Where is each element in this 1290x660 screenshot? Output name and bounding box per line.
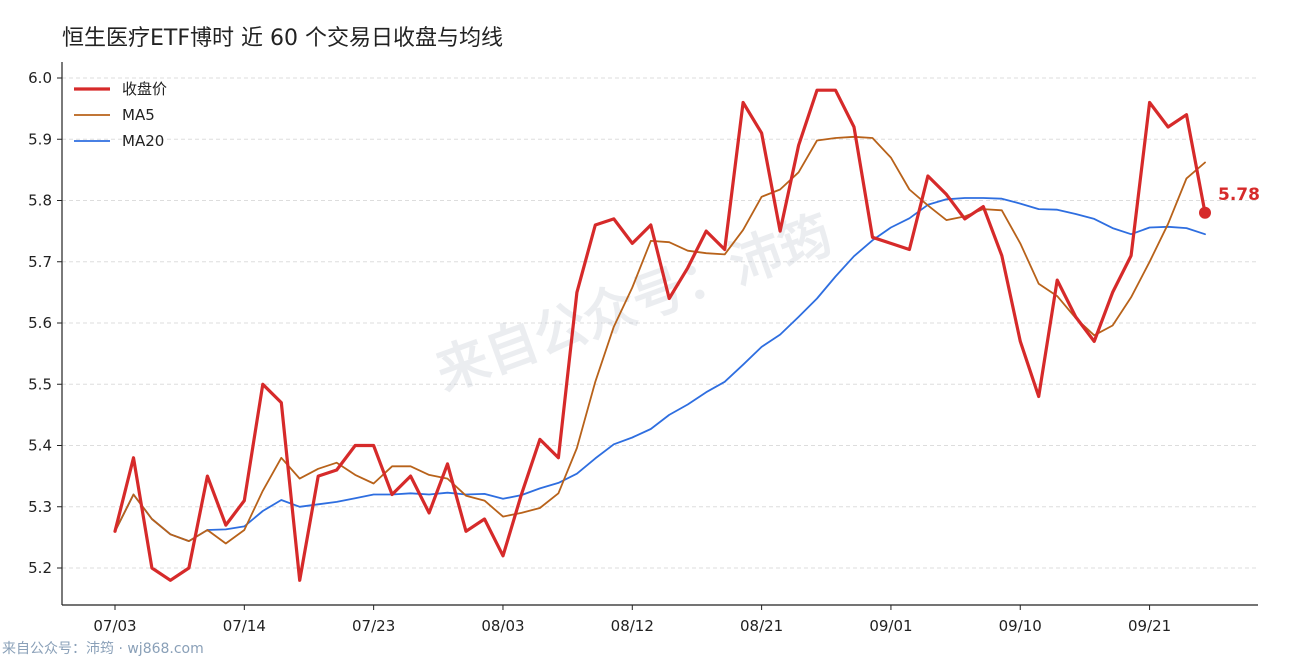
x-tick-label: 08/03	[481, 617, 524, 635]
watermark-text: 来自公众号：沛筠	[428, 205, 839, 404]
y-tick-label: 5.5	[28, 375, 52, 393]
series-line-ma5	[114, 135, 1206, 545]
x-tick-label: 07/03	[93, 617, 136, 635]
x-tick-label: 07/14	[223, 617, 266, 635]
series-line-close	[113, 88, 1207, 582]
source-note: 来自公众号：沛筠 · wj868.com	[2, 640, 204, 657]
x-tick-label: 07/23	[352, 617, 395, 635]
series-line-ma20	[114, 197, 1206, 542]
axes-layer	[61, 62, 1258, 606]
y-tick-label: 5.4	[28, 437, 52, 455]
legend-label-ma5: MA5	[122, 106, 155, 124]
last-point-marker	[1199, 206, 1211, 219]
x-tick-label: 09/10	[999, 617, 1042, 635]
x-ticks: 07/03 07/14 07/23 08/03 08/12 08/21 09/01 09/10…	[93, 605, 1171, 635]
last-value-label: 5.78	[1218, 185, 1260, 205]
y-tick-label: 6.0	[28, 69, 52, 87]
legend: 收盘价 MA5 MA20	[74, 80, 167, 150]
x-tick-label: 09/01	[869, 617, 912, 635]
y-ticks: 5.2 5.3 5.4 5.5 5.6 5.7 5.8 5.9 6.0	[28, 69, 62, 577]
y-tick-label: 5.9	[28, 130, 52, 148]
legend-label-ma20: MA20	[122, 132, 164, 150]
x-tick-label: 08/12	[611, 617, 654, 635]
legend-label-close: 收盘价	[122, 80, 167, 98]
y-tick-label: 5.7	[28, 253, 52, 271]
x-tick-label: 09/21	[1128, 617, 1171, 635]
y-tick-label: 5.2	[28, 559, 52, 577]
y-tick-label: 5.8	[28, 192, 52, 210]
last-point-layer: 5.78	[1199, 185, 1260, 219]
y-tick-label: 5.6	[28, 314, 52, 332]
series-layer	[113, 88, 1207, 582]
y-tick-label: 5.3	[28, 498, 52, 516]
chart-title: 恒生医疗ETF博时 近 60 个交易日收盘与均线	[62, 26, 503, 51]
x-tick-label: 08/21	[740, 617, 783, 635]
